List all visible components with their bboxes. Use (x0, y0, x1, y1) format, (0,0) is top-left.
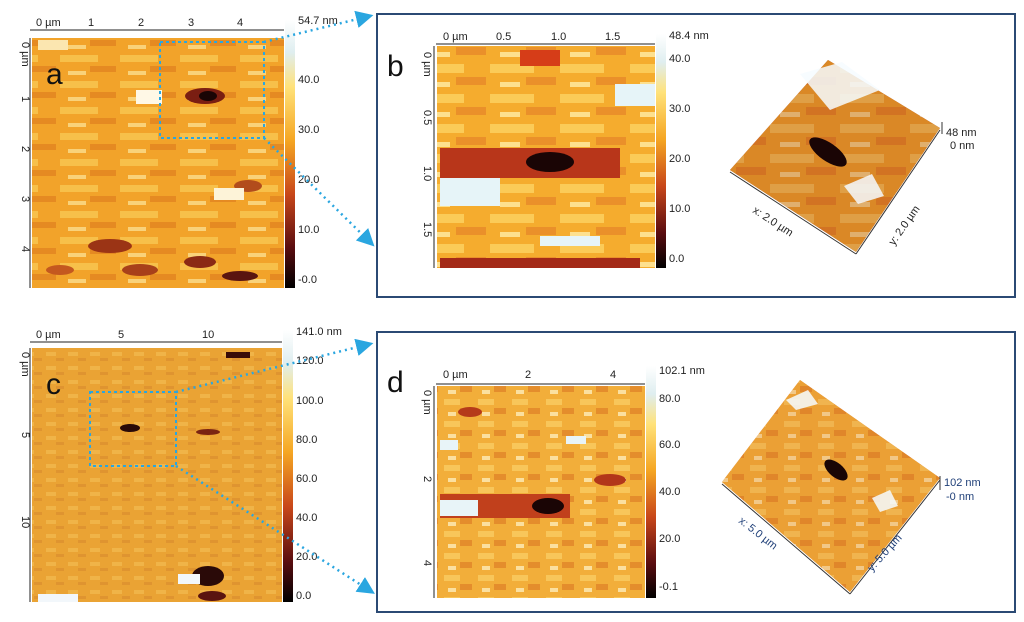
colorbar-max-a: 54.7 nm (298, 15, 338, 27)
panel-letter-d: d (387, 366, 404, 399)
colorbar-tick-d-2: 40.0 (659, 486, 680, 498)
colorbar-tick-d-1: 60.0 (659, 439, 680, 451)
panel-a: 0 µm 1 2 3 4 0 µm 1 2 3 4 a 54.7 nm 40.0… (19, 15, 338, 288)
z-top-d: 102 nm (944, 477, 981, 489)
colorbar-tick-a-0: 40.0 (298, 74, 319, 86)
colorbar-max-d: 102.1 nm (659, 365, 705, 377)
colorbar-tick-c-1: 100.0 (296, 395, 324, 407)
colorbar-d (646, 366, 656, 598)
colorbar-tick-b-2: 20.0 (669, 153, 690, 165)
panel-letter-c: c (46, 368, 61, 401)
features-d (440, 407, 626, 518)
colorbar-tick-c-6: 0.0 (296, 590, 311, 602)
colorbar-tick-b-1: 30.0 (669, 103, 690, 115)
y-tick-a-3: 3 (19, 196, 31, 202)
features-c (38, 352, 250, 602)
zoom-box-a (159, 41, 265, 139)
panel-letter-a: a (46, 58, 63, 91)
x-tick-d-0: 0 µm (443, 369, 468, 381)
x-tick-b-1: 0.5 (496, 31, 511, 43)
x-tick-b-3: 1.5 (605, 31, 620, 43)
frame-b (376, 13, 1016, 298)
x-tick-c-0: 0 µm (36, 329, 61, 341)
x-tick-a-0: 0 µm (36, 17, 61, 29)
colorbar-tick-d-4: -0.1 (659, 581, 678, 593)
zoom-arrow-a-top (263, 10, 374, 44)
features-a (38, 40, 262, 281)
colorbar-tick-b-3: 10.0 (669, 203, 690, 215)
panel-d: 0 µm 2 4 0 µm 2 4 d 102.1 nm 80.0 60.0 4… (387, 365, 981, 598)
y-tick-b-0: 0 µm (421, 52, 433, 77)
colorbar-tick-b-0: 40.0 (669, 53, 690, 65)
surface-3d-d (721, 380, 941, 595)
zoom-arrow-a-bottom (263, 137, 375, 247)
x-tick-a-3: 3 (188, 17, 194, 29)
y-tick-a-4: 4 (19, 246, 31, 252)
y-tick-b-1: 0.5 (421, 110, 433, 125)
y-tick-c-1: 5 (19, 432, 31, 438)
x-tick-c-1: 5 (118, 329, 124, 341)
colorbar-max-b: 48.4 nm (669, 30, 709, 42)
colorbar-tick-a-2: 20.0 (298, 174, 319, 186)
afm-image-a (32, 38, 284, 288)
colorbar-tick-b-4: 0.0 (669, 253, 684, 265)
z-bottom-b: 0 nm (950, 140, 974, 152)
x-tick-a-2: 2 (138, 17, 144, 29)
x-tick-d-1: 2 (525, 369, 531, 381)
y-tick-d-0: 0 µm (421, 390, 433, 415)
y-tick-d-2: 4 (421, 560, 433, 566)
panel-c: 0 µm 5 10 0 µm 5 10 c 141.0 nm 120.0 100… (19, 326, 342, 602)
y-tick-a-2: 2 (19, 146, 31, 152)
x-tick-a-1: 1 (88, 17, 94, 29)
colorbar-tick-a-3: 10.0 (298, 224, 319, 236)
colorbar-tick-c-3: 60.0 (296, 473, 317, 485)
features-b (440, 50, 655, 268)
y-tick-d-1: 2 (421, 476, 433, 482)
colorbar-tick-d-3: 20.0 (659, 533, 680, 545)
colorbar-c (283, 330, 293, 602)
colorbar-tick-c-4: 40.0 (296, 512, 317, 524)
y-tick-a-0: 0 µm (19, 42, 31, 67)
y-tick-a-1: 1 (19, 96, 31, 102)
frame-d (376, 331, 1016, 613)
y-tick-c-0: 0 µm (19, 352, 31, 377)
colorbar-tick-a-4: -0.0 (298, 274, 317, 286)
z-top-b: 48 nm (946, 127, 977, 139)
y-tick-c-2: 10 (19, 516, 31, 528)
x-tick-a-4: 4 (237, 17, 243, 29)
y-tick-b-3: 1.5 (421, 222, 433, 237)
colorbar-b (656, 34, 666, 268)
y-axis-label-3d-b: y: 2.0 µm (887, 204, 923, 248)
x-tick-d-2: 4 (610, 369, 616, 381)
y-tick-b-2: 1.0 (421, 166, 433, 181)
colorbar-tick-c-5: 20.0 (296, 551, 317, 563)
x-tick-c-2: 10 (202, 329, 214, 341)
colorbar-tick-a-1: 30.0 (298, 124, 319, 136)
colorbar-tick-d-0: 80.0 (659, 393, 680, 405)
x-tick-b-2: 1.0 (551, 31, 566, 43)
x-tick-b-0: 0 µm (443, 31, 468, 43)
afm-image-c (32, 348, 282, 602)
z-bottom-d: -0 nm (946, 491, 974, 503)
colorbar-tick-c-2: 80.0 (296, 434, 317, 446)
panel-b: 0 µm 0.5 1.0 1.5 0 µm 0.5 1.0 1.5 b 48.4… (387, 30, 977, 268)
surface-3d-b (729, 60, 943, 255)
colorbar-a (285, 20, 295, 288)
panel-letter-b: b (387, 50, 404, 83)
colorbar-max-c: 141.0 nm (296, 326, 342, 338)
afm-image-d (437, 386, 645, 598)
zoom-box-c (89, 391, 177, 467)
